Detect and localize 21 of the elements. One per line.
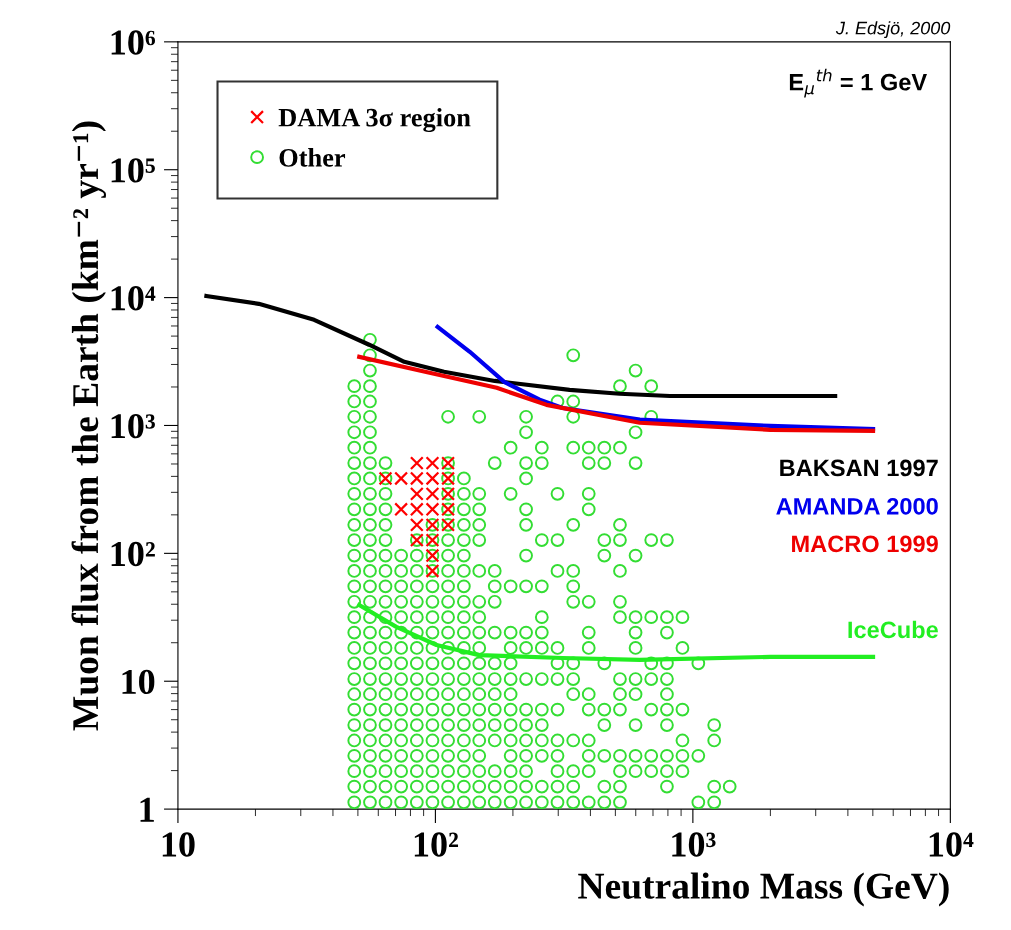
- x-axis-title: Neutralino Mass (GeV): [578, 872, 949, 907]
- y-tick-label: 10⁴: [111, 286, 156, 311]
- text: MACRO 1999: [792, 535, 938, 553]
- series-label: IceCube: [848, 620, 938, 639]
- annotation: E$_{μ}$$^{th}$ = 1 GeV: [789, 68, 927, 98]
- x-tick-label: 10: [162, 832, 195, 857]
- y-tick-label: 1: [140, 797, 154, 822]
- text: AMANDA 2000: [776, 497, 938, 515]
- text: J. Edsjö, 2000: [835, 21, 951, 39]
- y-tick-label: 10⁵: [111, 158, 155, 183]
- x-tick-label: 10³: [672, 832, 716, 857]
- text: BAKSAN 1997: [780, 459, 938, 477]
- y-tick-label: 10⁶: [111, 30, 156, 55]
- y-tick-label: 10²: [111, 541, 155, 567]
- legend-label: DAMA 3σ region: [278, 107, 471, 133]
- y-tick-label: 10³: [111, 413, 155, 439]
- x-tick-label: 10⁴: [929, 832, 974, 857]
- legend-label: Other: [279, 148, 346, 167]
- y-tick-label: 10: [122, 669, 155, 695]
- x-tick-label: 10²: [414, 832, 459, 857]
- y-axis-title: Muon flux from the Earth (km⁻² yr⁻¹): [71, 121, 106, 731]
